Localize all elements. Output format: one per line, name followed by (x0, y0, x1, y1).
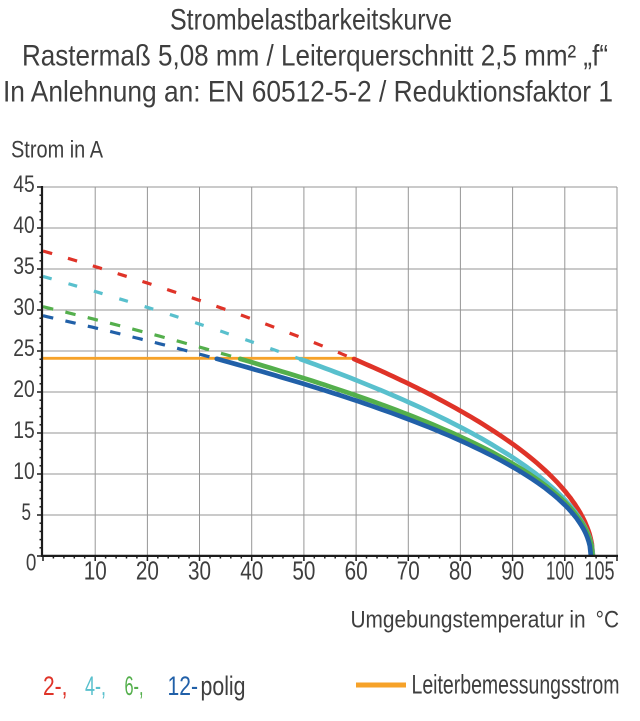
svg-text:70: 70 (397, 556, 420, 586)
svg-text:90: 90 (501, 556, 524, 586)
svg-text:0: 0 (26, 550, 37, 577)
svg-text:Rastermaß 5,08 mm / Leiterquer: Rastermaß 5,08 mm / Leiterquerschnitt 2,… (22, 40, 608, 73)
svg-text:Strom in A: Strom in A (11, 137, 103, 164)
svg-text:25: 25 (13, 335, 35, 362)
svg-text:30: 30 (13, 294, 35, 321)
svg-text:2-,: 2-, (43, 671, 68, 701)
svg-text:12-: 12- (168, 671, 199, 701)
svg-text:6-,: 6-, (125, 671, 144, 701)
svg-text:10: 10 (13, 458, 35, 485)
svg-text:15: 15 (13, 417, 35, 444)
svg-text:In Anlehnung an: EN 60512-5-2: In Anlehnung an: EN 60512-5-2 / Reduktio… (3, 76, 613, 109)
svg-text:4-,: 4-, (85, 671, 106, 701)
svg-text:Leiterbemessungsstrom: Leiterbemessungsstrom (412, 670, 620, 700)
svg-text:20: 20 (136, 556, 159, 586)
svg-text:10: 10 (84, 556, 107, 586)
svg-text:80: 80 (449, 556, 472, 586)
svg-text:50: 50 (292, 556, 315, 586)
svg-text:35: 35 (13, 253, 35, 280)
svg-text:5: 5 (22, 499, 32, 526)
svg-text:40: 40 (240, 556, 263, 586)
svg-text:polig: polig (201, 671, 246, 701)
svg-text:30: 30 (188, 556, 211, 586)
svg-text:60: 60 (345, 556, 368, 586)
svg-text:20: 20 (13, 376, 35, 403)
svg-text:Umgebungstemperatur in °C: Umgebungstemperatur in °C (351, 607, 620, 634)
svg-text:105: 105 (585, 556, 615, 586)
svg-text:Strombelastbarkeitskurve: Strombelastbarkeitskurve (170, 4, 452, 37)
svg-text:40: 40 (13, 212, 35, 239)
svg-text:100: 100 (546, 556, 574, 586)
svg-text:45: 45 (13, 171, 35, 198)
